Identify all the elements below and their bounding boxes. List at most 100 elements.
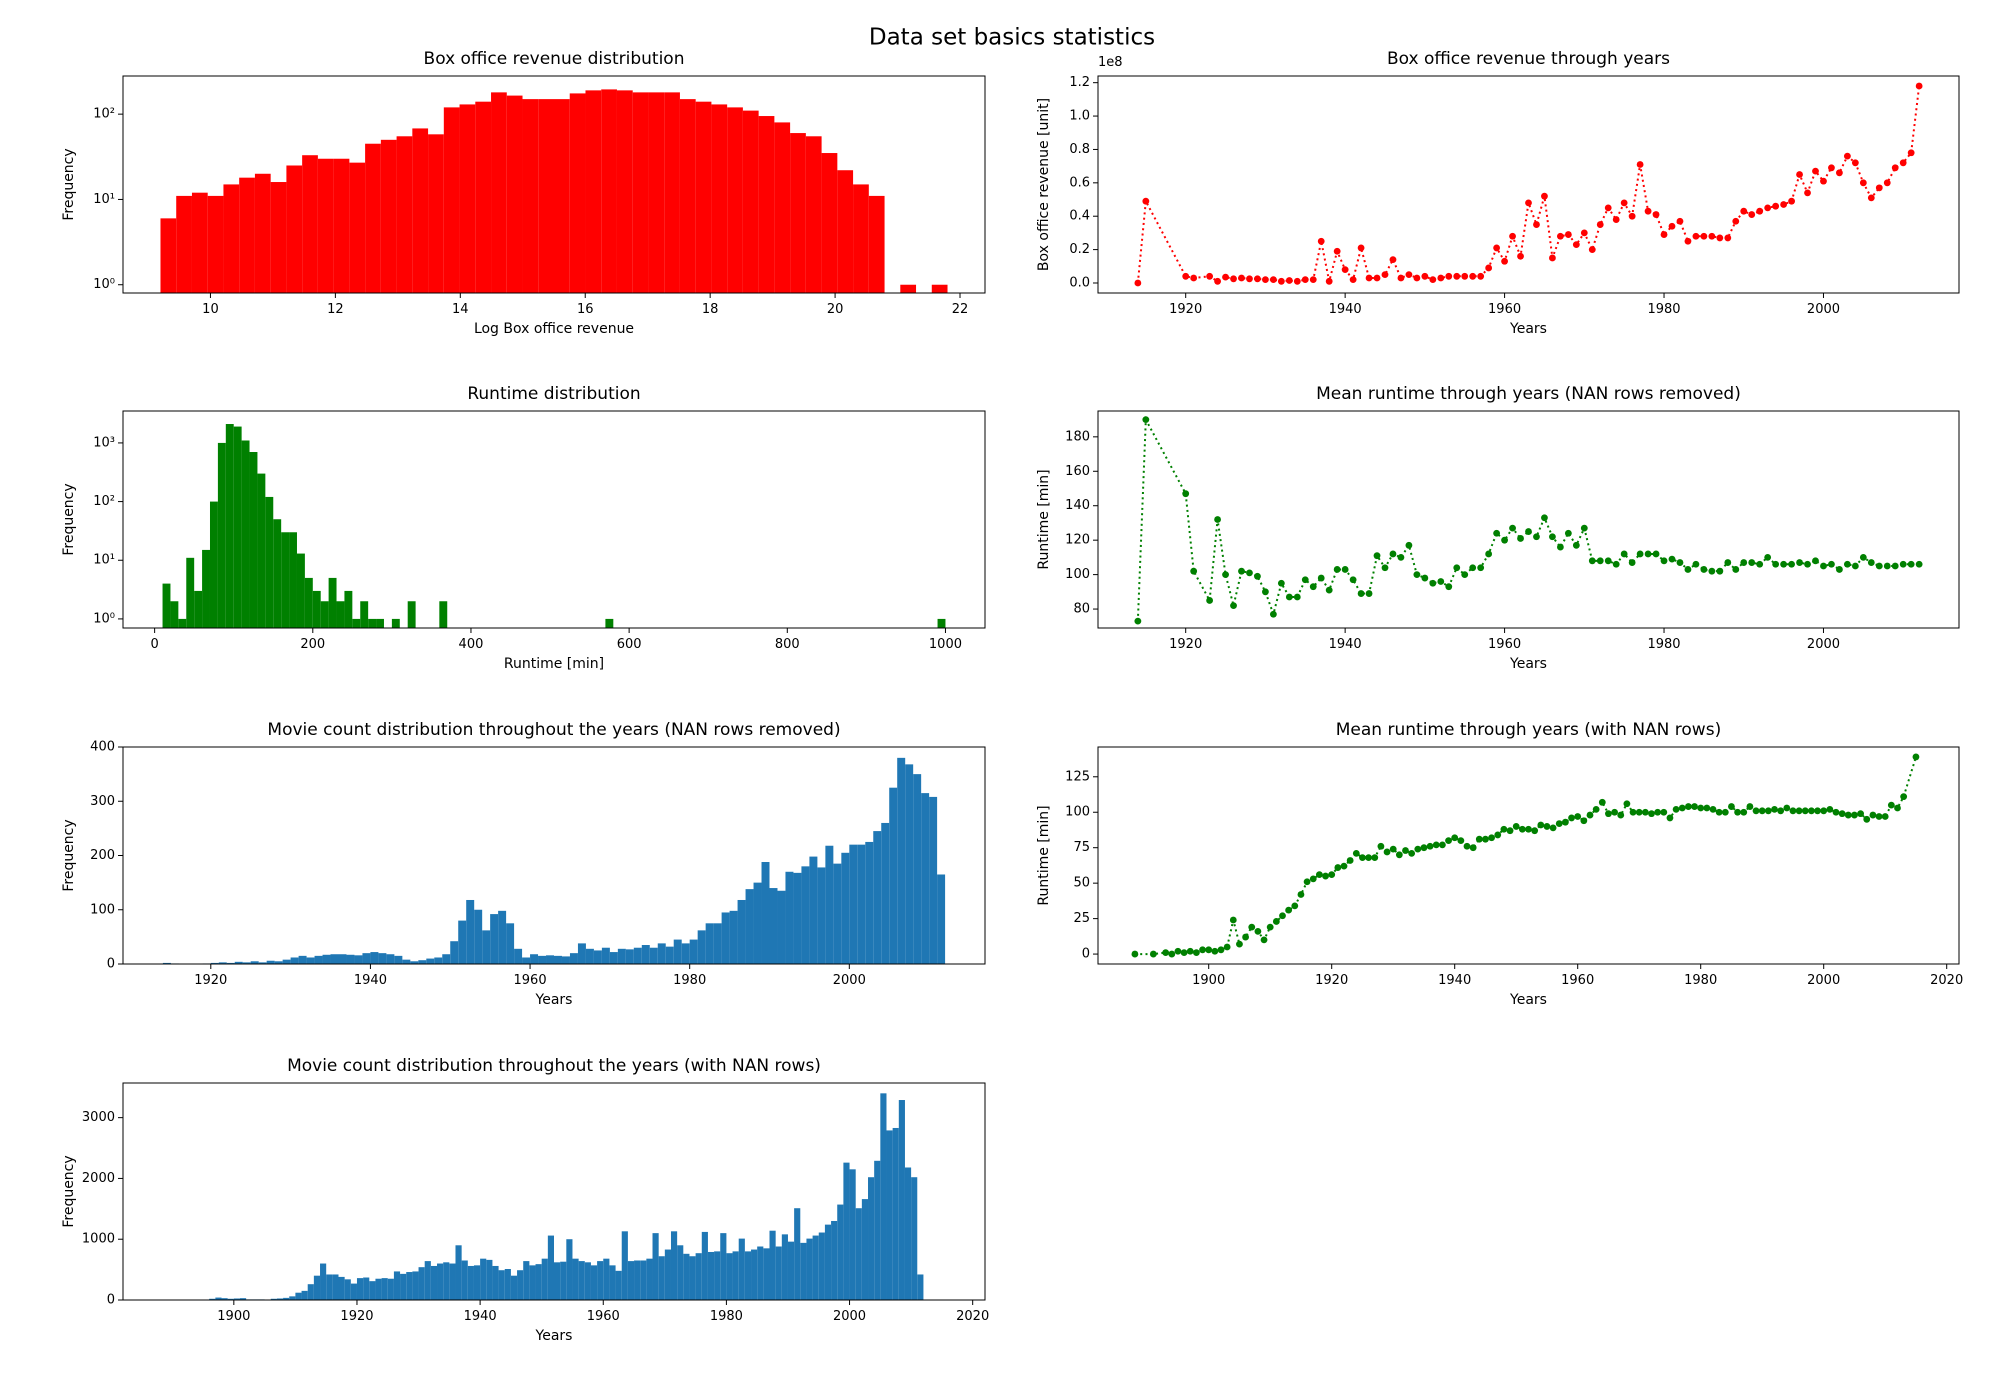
bar	[276, 1298, 284, 1300]
point	[1222, 273, 1229, 281]
bar	[344, 1279, 351, 1300]
bar	[162, 962, 171, 964]
point	[1413, 571, 1421, 579]
bar	[391, 618, 400, 628]
bar	[239, 177, 255, 293]
bar	[640, 1260, 647, 1300]
y-tick-label: 50	[1073, 876, 1090, 891]
point	[1697, 804, 1705, 812]
x-tick-label: 10	[202, 302, 219, 317]
point	[1518, 825, 1526, 833]
bar	[732, 1251, 739, 1300]
point	[1149, 950, 1157, 958]
figure-title: Data set basics statistics	[869, 25, 1155, 51]
point	[1432, 841, 1440, 849]
y-axis-label: Frequency	[61, 483, 77, 555]
point	[1254, 572, 1261, 580]
x-tick-label: 18	[702, 302, 719, 317]
bar	[757, 1246, 764, 1300]
point	[1844, 811, 1852, 819]
bar	[714, 1251, 721, 1300]
x-tick-label: 1920	[1169, 302, 1202, 317]
point	[1604, 557, 1612, 565]
bar	[330, 954, 339, 964]
point	[1636, 161, 1644, 168]
axes-frame	[1097, 75, 1960, 294]
point	[1162, 949, 1170, 957]
point	[1724, 234, 1732, 242]
point	[1134, 617, 1142, 625]
point	[1912, 753, 1920, 761]
bar	[697, 930, 706, 964]
point	[1373, 552, 1381, 560]
bar	[911, 1177, 918, 1300]
bar	[529, 1265, 536, 1300]
bar	[328, 577, 337, 628]
bar	[202, 549, 210, 628]
bar	[681, 943, 690, 964]
point	[1389, 256, 1397, 264]
y-tick-label: 100	[90, 902, 115, 917]
point	[1851, 811, 1858, 819]
bar	[701, 1231, 708, 1300]
point	[1397, 274, 1405, 282]
bar	[679, 99, 696, 293]
point	[1666, 814, 1674, 822]
point	[1580, 524, 1588, 532]
point	[1389, 845, 1397, 853]
bar	[450, 941, 459, 964]
y-tick-label: 160	[1065, 464, 1090, 479]
point	[1214, 516, 1221, 523]
bar	[664, 1249, 671, 1300]
bar	[442, 954, 451, 964]
point	[1894, 804, 1901, 812]
bar	[352, 618, 361, 628]
point	[1246, 275, 1253, 283]
point	[1772, 560, 1780, 568]
point	[1297, 891, 1305, 898]
point	[1887, 801, 1895, 809]
point	[1429, 276, 1437, 284]
point	[1316, 871, 1323, 879]
y-tick-label: 0.0	[1069, 275, 1090, 290]
x-tick-label: 1920	[340, 1309, 373, 1324]
bar	[841, 852, 850, 964]
bar	[648, 92, 665, 293]
bar	[302, 155, 318, 293]
bar	[349, 162, 366, 293]
bar	[402, 959, 411, 964]
bar	[705, 923, 714, 964]
bar	[615, 1270, 622, 1300]
bar	[290, 957, 299, 964]
bar	[233, 1298, 240, 1300]
point	[1648, 810, 1655, 818]
point	[1612, 560, 1620, 568]
point	[1836, 566, 1843, 573]
point	[1684, 237, 1692, 245]
bar	[486, 1259, 493, 1300]
line	[1136, 415, 1920, 622]
point	[1549, 533, 1556, 541]
point	[1812, 557, 1819, 565]
point	[1309, 276, 1317, 284]
point	[1190, 567, 1198, 575]
y-tick-label: 0.6	[1069, 175, 1090, 190]
x-tick-label: 1980	[673, 973, 706, 988]
y-tick-label: 0.2	[1069, 242, 1090, 257]
bar	[738, 1238, 745, 1300]
bar	[720, 1233, 727, 1300]
bar	[281, 532, 290, 628]
point	[1180, 949, 1188, 957]
bar	[904, 1167, 912, 1300]
point	[1142, 416, 1150, 424]
point	[1230, 275, 1237, 283]
point	[1293, 593, 1301, 601]
y-tick-label: 75	[1073, 840, 1090, 855]
point	[1580, 817, 1588, 825]
bar	[937, 874, 946, 964]
plot-area	[203, 1093, 924, 1300]
point	[1537, 821, 1545, 829]
bar	[745, 889, 754, 964]
bar	[837, 170, 854, 293]
